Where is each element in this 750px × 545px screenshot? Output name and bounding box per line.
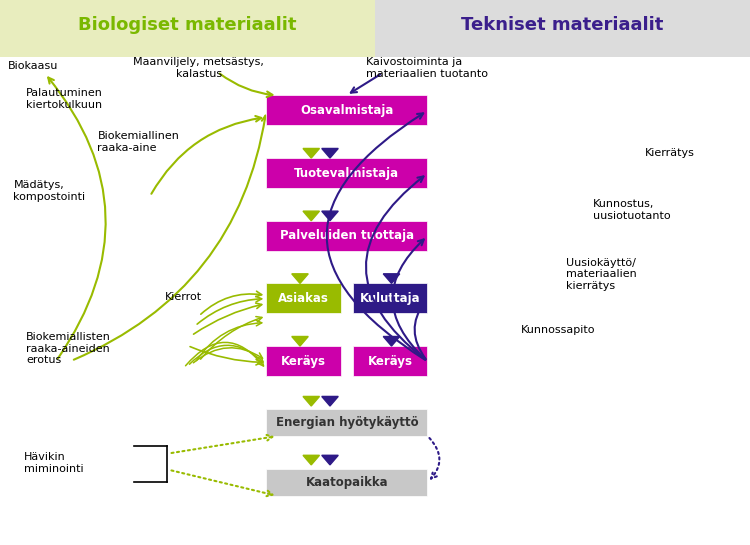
Polygon shape	[303, 211, 320, 221]
Text: Biologiset materiaalit: Biologiset materiaalit	[78, 15, 297, 34]
Polygon shape	[383, 336, 400, 346]
Polygon shape	[292, 336, 308, 346]
Text: Biokemiallisten
raaka-aineiden
erotus: Biokemiallisten raaka-aineiden erotus	[26, 332, 111, 365]
Text: Hävikin
miminointi: Hävikin miminointi	[24, 452, 84, 474]
Text: Tuotevalmistaja: Tuotevalmistaja	[294, 167, 400, 179]
Polygon shape	[322, 396, 338, 406]
Text: Uusiokäyttö/
materiaalien
kierrätys: Uusiokäyttö/ materiaalien kierrätys	[566, 258, 637, 290]
FancyBboxPatch shape	[352, 346, 428, 376]
FancyBboxPatch shape	[266, 283, 341, 313]
FancyBboxPatch shape	[266, 95, 428, 125]
Text: Asiakas: Asiakas	[278, 292, 329, 305]
Text: Palveluiden tuottaja: Palveluiden tuottaja	[280, 229, 414, 242]
Text: Tekniset materiaalit: Tekniset materiaalit	[461, 15, 664, 34]
FancyBboxPatch shape	[266, 469, 428, 496]
Text: Osavalmistaja: Osavalmistaja	[300, 104, 394, 117]
FancyBboxPatch shape	[266, 221, 428, 251]
Polygon shape	[303, 396, 320, 406]
Text: Kierrot: Kierrot	[165, 292, 202, 302]
Polygon shape	[303, 148, 320, 158]
Bar	[0, 0, 375, 545]
Polygon shape	[303, 455, 320, 465]
Polygon shape	[322, 455, 338, 465]
Text: Keräys: Keräys	[368, 355, 413, 367]
FancyBboxPatch shape	[352, 283, 428, 313]
Text: Maanviljely, metsästys,
kalastus: Maanviljely, metsästys, kalastus	[134, 57, 264, 79]
Text: Kunnossapito: Kunnossapito	[521, 325, 596, 335]
Polygon shape	[322, 148, 338, 158]
Bar	[375, 0, 750, 545]
Polygon shape	[383, 274, 400, 283]
FancyBboxPatch shape	[266, 409, 428, 436]
FancyBboxPatch shape	[266, 158, 428, 188]
Polygon shape	[292, 274, 308, 283]
Text: Biokemiallinen
raaka-aine: Biokemiallinen raaka-aine	[98, 131, 179, 153]
Text: Kunnostus,
uusiotuotanto: Kunnostus, uusiotuotanto	[592, 199, 670, 221]
Text: Kierrätys: Kierrätys	[645, 148, 694, 158]
Text: Keräys: Keräys	[281, 355, 326, 367]
Text: Palautuminen
kiertokulkuun: Palautuminen kiertokulkuun	[26, 88, 103, 110]
Text: Kuluttaja: Kuluttaja	[360, 292, 420, 305]
Text: Biokaasu: Biokaasu	[8, 62, 58, 71]
Bar	[0, 57, 750, 545]
Text: Kaatopaikka: Kaatopaikka	[305, 476, 388, 489]
Text: Energian hyötykäyttö: Energian hyötykäyttö	[275, 416, 419, 429]
Polygon shape	[322, 211, 338, 221]
Text: Mädätys,
kompostointi: Mädätys, kompostointi	[13, 180, 86, 202]
FancyBboxPatch shape	[266, 346, 341, 376]
Text: Kaivostoiminta ja
materiaalien tuotanto: Kaivostoiminta ja materiaalien tuotanto	[366, 57, 488, 79]
